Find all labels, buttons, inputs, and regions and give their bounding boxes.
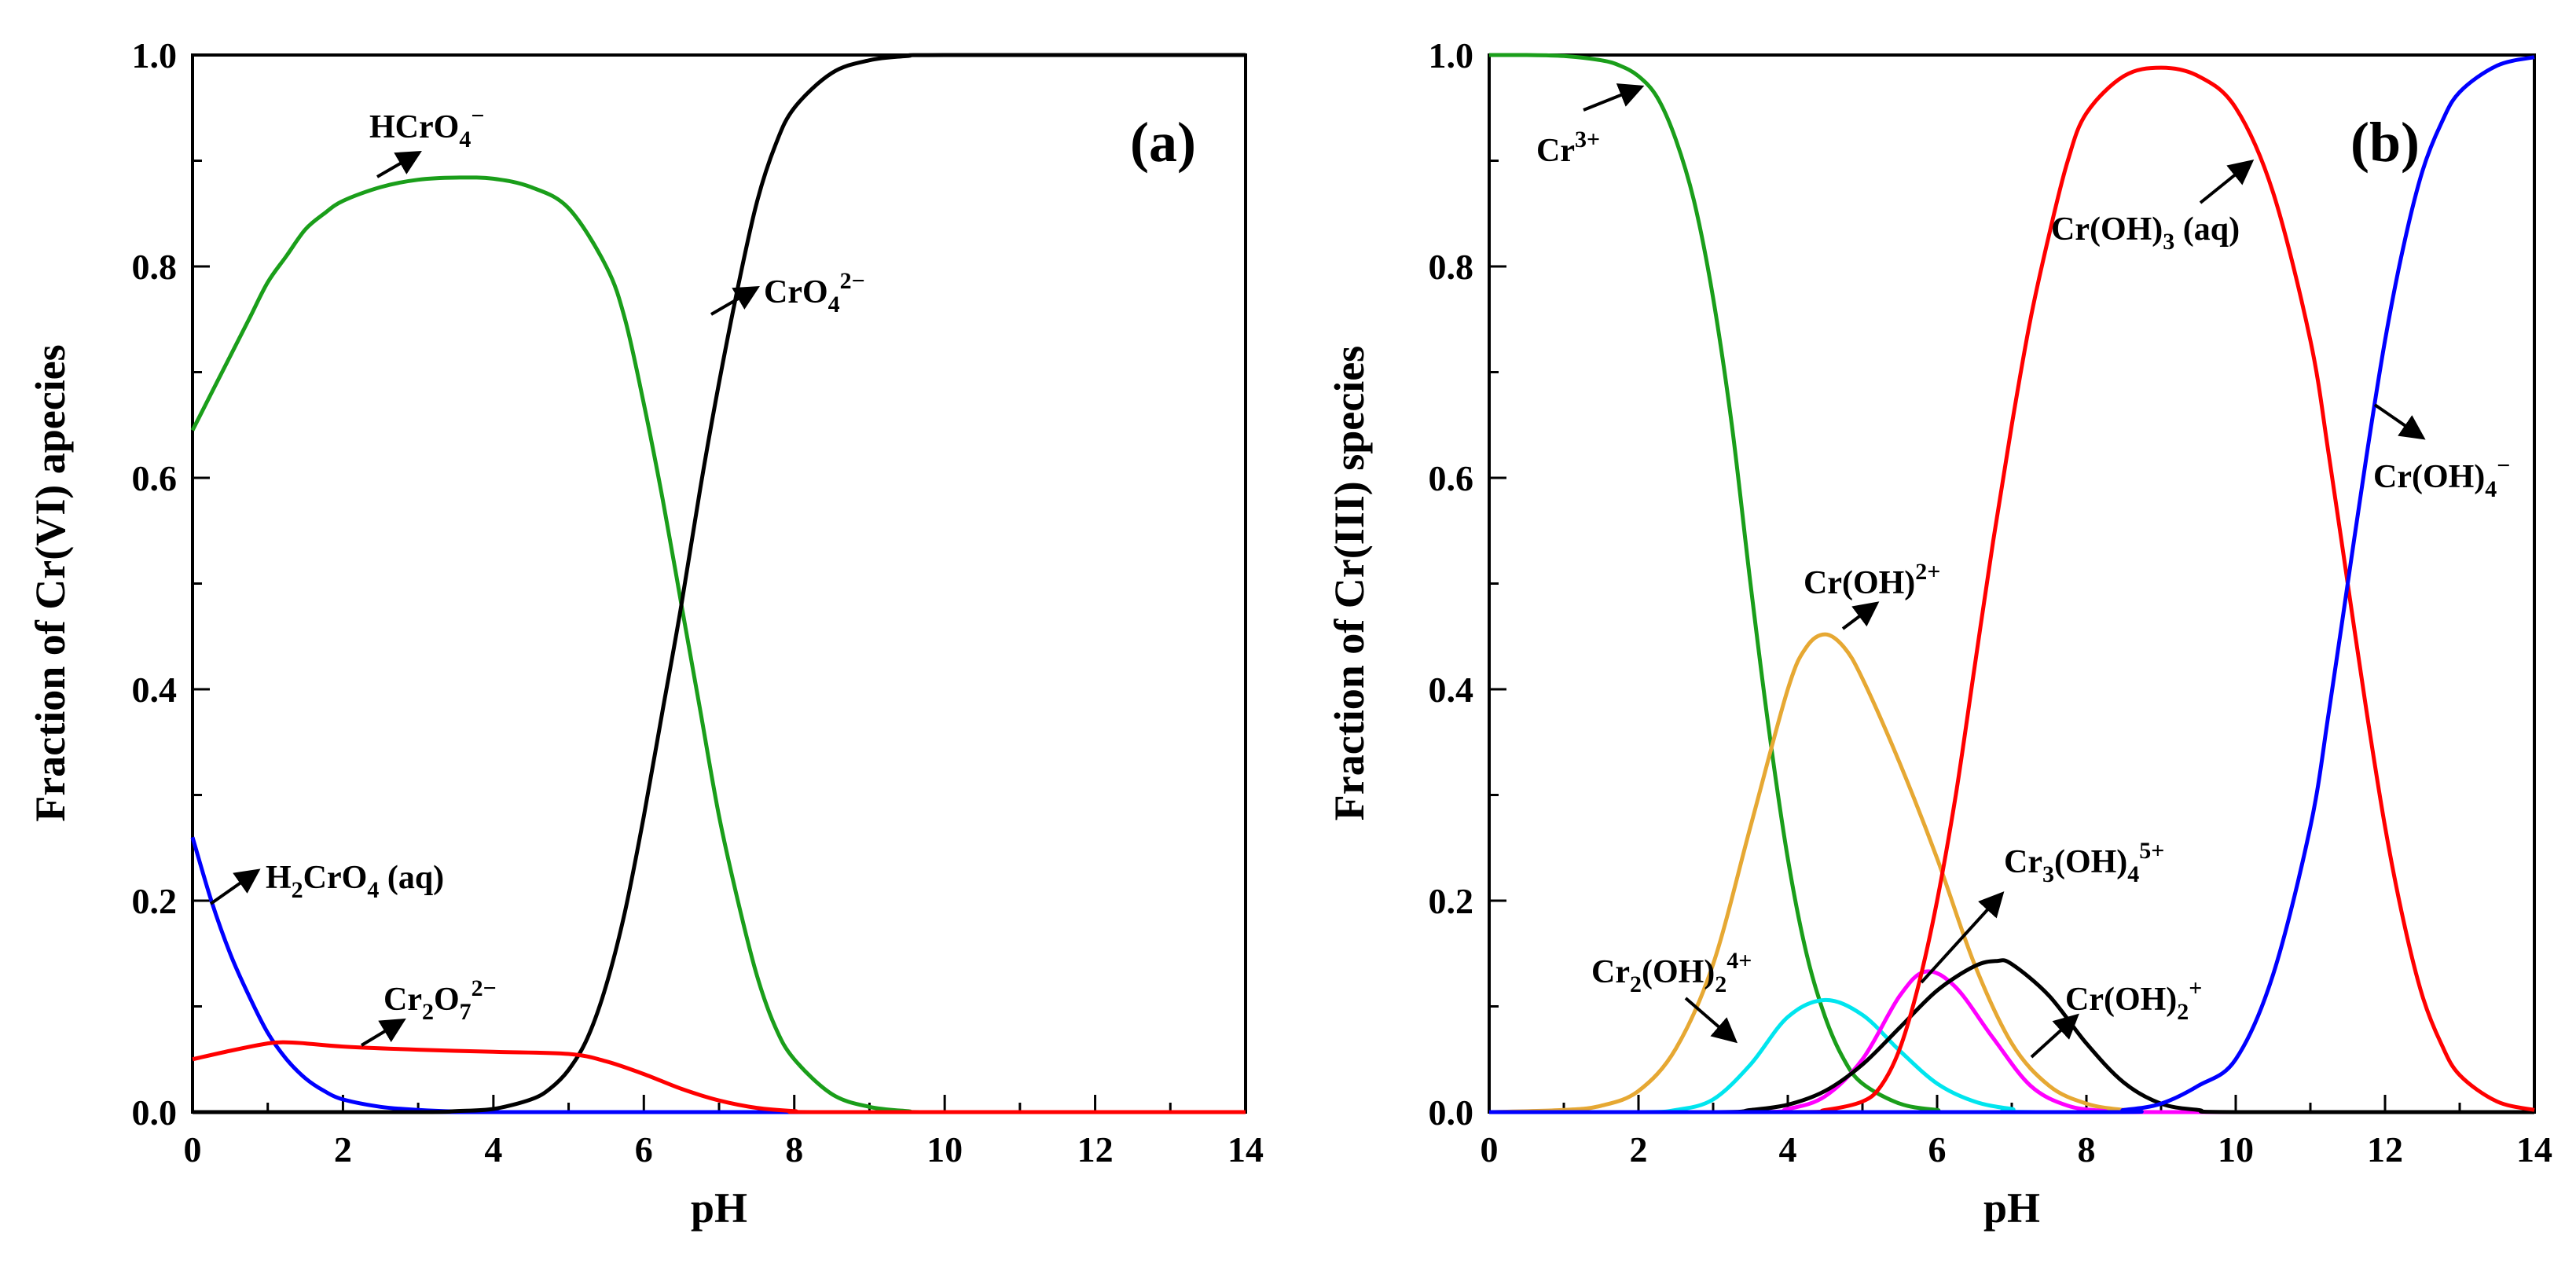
panel-a-xtick-6: 12	[1077, 1129, 1114, 1169]
panel-b-xtick-1: 2	[1630, 1129, 1648, 1169]
panel-a-xtick-7: 14	[1227, 1129, 1264, 1169]
panel-a-y-axis-title: Fraction of Cr(VI) apecies	[27, 344, 74, 821]
annotation-arrow-hcro4	[376, 150, 422, 178]
panel-a-ticks	[191, 53, 1247, 1114]
series-line-h2cro4-aq	[190, 836, 1246, 1114]
panel-b-ytick-2: 0.4	[1429, 670, 1474, 710]
panel-a-y-tick-labels: 0.0 0.2 0.4 0.6 0.8 1.0	[132, 35, 178, 1133]
panel-a-xtick-5: 10	[927, 1129, 963, 1169]
panel-a-frame	[191, 53, 1247, 1114]
panel-a-ytick-0: 0.0	[132, 1092, 178, 1133]
series-line-hcro4	[190, 175, 1246, 1114]
series-line-cr2-oh-2-4	[1489, 997, 2534, 1114]
panel-b-xtick-4: 8	[2078, 1129, 2096, 1169]
panel-b-ytick-4: 0.8	[1429, 247, 1474, 287]
annotation-arrow-croh4	[2373, 403, 2426, 440]
annotation-cro4: CrO42−	[764, 268, 865, 318]
panel-b-ytick-0: 0.0	[1429, 1092, 1474, 1133]
panel-b-y-axis-title: Fraction of Cr(III) species	[1326, 346, 1373, 821]
panel-a-xtick-3: 6	[635, 1129, 653, 1169]
panel-b-xtick-0: 0	[1481, 1129, 1499, 1169]
panel-a-ytick-1: 0.2	[132, 881, 178, 921]
panel-b-ytick-1: 0.2	[1429, 881, 1474, 921]
panel-b-xtick-2: 4	[1779, 1129, 1797, 1169]
panel-a-xtick-0: 0	[184, 1129, 202, 1169]
panel-a: 0 2 4 6 8 10 12 14 0.0 0.2 0.4 0.6 0.8 1…	[27, 35, 1264, 1232]
panel-b-xtick-3: 6	[1928, 1129, 1947, 1169]
panel-a-annotations: HCrO4− CrO42− H2CrO4 (aq) Cr2O72−	[209, 103, 865, 1047]
annotation-croh3: Cr(OH)3 (aq)	[2051, 211, 2240, 255]
annotation-arrow-cro4	[710, 285, 760, 316]
panel-b-label: (b)	[2350, 111, 2420, 174]
series-line-cr-oh-2	[1489, 958, 2534, 1114]
annotation-croh4: Cr(OH)4−	[2373, 453, 2510, 502]
annotation-cr3: Cr3+	[1536, 127, 1600, 169]
annotation-croh2: Cr(OH)2+	[2065, 975, 2202, 1025]
panel-b: 0 2 4 6 8 10 12 14 0.0 0.2 0.4 0.6 0.8 1…	[1326, 35, 2552, 1232]
panel-a-xtick-2: 4	[484, 1129, 502, 1169]
panel-a-xtick-1: 2	[334, 1129, 352, 1169]
annotation-hcro4: HCrO4−	[369, 103, 484, 152]
annotation-arrow-croh3	[2199, 159, 2255, 204]
series-line-cro4-2	[193, 53, 1246, 1114]
annotation-arrow-cr3	[1583, 83, 1645, 112]
annotation-arrow-cr2oh2	[1684, 997, 1738, 1044]
annotation-h2cro4: H2CrO4 (aq)	[266, 860, 444, 903]
annotation-croh: Cr(OH)2+	[1804, 559, 1940, 601]
panel-a-ytick-3: 0.6	[132, 458, 178, 498]
panel-a-ytick-2: 0.4	[132, 670, 178, 710]
panel-b-ytick-5: 1.0	[1429, 35, 1474, 75]
annotation-arrow-croh2	[2030, 1013, 2079, 1059]
panel-b-y-tick-labels: 0.0 0.2 0.4 0.6 0.8 1.0	[1429, 35, 1474, 1133]
panel-b-ytick-3: 0.6	[1429, 458, 1474, 498]
annotation-arrow-cr2o7	[360, 1018, 406, 1047]
panel-a-label: (a)	[1130, 111, 1196, 174]
panel-a-ytick-4: 0.8	[132, 247, 178, 287]
panel-b-x-axis-title: pH	[1983, 1184, 2040, 1232]
panel-a-x-axis-title: pH	[691, 1184, 747, 1232]
series-line-cr-oh-2	[1488, 632, 2534, 1114]
series-line-cr-oh-4	[1489, 55, 2535, 1114]
annotation-cr2o7: Cr2O72−	[383, 975, 497, 1025]
annotation-arrow-cr3oh4	[1920, 891, 2005, 984]
panel-b-xtick-7: 14	[2516, 1129, 2552, 1169]
series-line-cr2o7-2	[192, 1040, 1246, 1114]
panel-a-ytick-5: 1.0	[132, 35, 178, 75]
panel-a-curves	[190, 53, 1246, 1114]
panel-a-xtick-4: 8	[785, 1129, 803, 1169]
annotation-arrow-croh	[1841, 601, 1880, 630]
panel-b-xtick-6: 12	[2367, 1129, 2403, 1169]
series-line-cr-oh-3-aq	[1489, 65, 2535, 1114]
panel-b-xtick-5: 10	[2218, 1129, 2254, 1169]
panel-b-curves	[1488, 53, 2535, 1114]
annotation-cr2oh2: Cr2(OH)24+	[1591, 948, 1752, 997]
panel-a-x-tick-labels: 0 2 4 6 8 10 12 14	[184, 1129, 1264, 1169]
panel-b-x-tick-labels: 0 2 4 6 8 10 12 14	[1481, 1129, 2553, 1169]
panel-b-annotations: Cr3+ Cr(OH)2+ Cr(OH)3 (aq) Cr(OH)4− Cr3(…	[1536, 83, 2510, 1059]
annotation-cr3oh4: Cr3(OH)45+	[2004, 838, 2164, 887]
annotation-arrow-h2cro4	[209, 868, 261, 905]
